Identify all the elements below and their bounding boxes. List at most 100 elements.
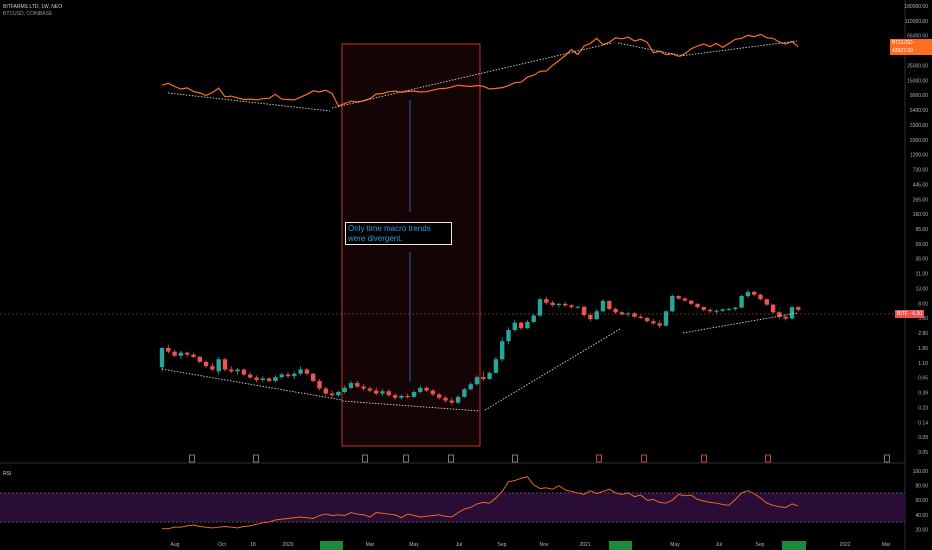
candle: [430, 389, 436, 396]
rsi-band: [0, 492, 905, 523]
candle-body: [544, 299, 549, 303]
candle: [210, 363, 215, 372]
candle-body: [487, 372, 492, 379]
bitf-price-tag: BITF · 6.30: [895, 310, 925, 318]
candle-body: [777, 312, 782, 317]
price-tick-label: 445.00: [913, 182, 929, 188]
price-axis[interactable]: 180000.00110000.0065000.0040000.0025000.…: [904, 4, 928, 533]
time-axis[interactable]: Aug Oct 18 2020 Mar May Jul Sep Nov 2021 Mar May Jul…: [171, 541, 891, 550]
price-tick-label: 0.23: [918, 405, 928, 411]
candle: [292, 371, 297, 379]
candle-body: [556, 303, 562, 306]
event-marker-layer: [189, 454, 890, 463]
candle: [506, 327, 511, 345]
price-tick-label: 0.08: [918, 435, 928, 441]
candle: [689, 299, 694, 306]
candle: [789, 305, 795, 320]
candle: [311, 372, 316, 383]
candle: [172, 349, 177, 357]
candle-body: [323, 388, 328, 394]
candle-body: [285, 374, 291, 377]
candle-body: [720, 309, 725, 311]
time-tick-label: 2021: [579, 542, 590, 548]
time-tick-label: Sep: [756, 542, 765, 548]
annotation-box[interactable]: Only time macro trends were divergent.: [345, 222, 452, 245]
candle: [254, 375, 259, 382]
candle: [518, 321, 524, 331]
candle: [191, 352, 196, 359]
candle-body: [518, 322, 524, 329]
btc-price-line: [161, 33, 799, 107]
candle-body: [689, 300, 694, 304]
candle: [241, 368, 247, 377]
price-tick-label: 58.00: [915, 242, 928, 248]
btc-line-layer: [161, 33, 799, 107]
rsi-title: RSI: [3, 471, 11, 477]
price-tick-label: 3300.00: [910, 123, 928, 129]
candle: [619, 311, 625, 316]
candle: [745, 289, 751, 298]
candle-body: [449, 400, 454, 403]
candle-body: [600, 300, 606, 312]
rsi-tick-label: 40.00: [915, 513, 928, 519]
candle: [500, 337, 505, 362]
highlight-layer: [341, 43, 481, 447]
rsi-line: [162, 476, 799, 530]
candle: [657, 320, 662, 329]
candle: [726, 307, 732, 311]
time-tick-label: 18: [250, 542, 256, 548]
candle: [651, 319, 656, 325]
candle-body: [462, 389, 467, 397]
price-tick-label: 0.39: [918, 391, 928, 397]
candle-body: [789, 307, 795, 319]
candle: [588, 313, 593, 322]
candle-body: [783, 316, 788, 319]
price-tick-label: 110000.00: [905, 19, 928, 25]
candle-body: [392, 395, 398, 398]
candle-body: [714, 310, 719, 312]
candle: [638, 314, 643, 320]
candle: [493, 356, 499, 374]
candle: [481, 371, 486, 381]
event-marker: [884, 454, 890, 463]
candle-body: [279, 374, 284, 378]
candle-body: [537, 299, 543, 316]
candle-body: [663, 311, 669, 326]
candle-body: [222, 359, 228, 370]
candle: [770, 303, 776, 314]
candle-body: [726, 308, 732, 310]
candle: [235, 367, 240, 376]
price-tick-label: 0.65: [918, 376, 928, 382]
candle-body: [386, 391, 391, 396]
candle-body: [695, 303, 700, 308]
candle-body: [682, 298, 688, 301]
price-tick-label: 1.80: [918, 346, 928, 352]
candle: [399, 394, 404, 400]
candle-body: [581, 306, 587, 315]
candle-body: [216, 359, 221, 372]
time-tick-label: Aug: [171, 542, 180, 548]
candle-body: [500, 341, 505, 360]
candle-body: [474, 377, 480, 385]
candle: [474, 375, 480, 386]
candle-body: [317, 380, 322, 389]
candle-body: [418, 387, 423, 393]
candle-body: [380, 391, 385, 394]
candle: [525, 319, 530, 330]
candle-body: [752, 291, 757, 295]
candle: [682, 297, 688, 302]
candle: [405, 393, 410, 399]
price-tick-label: 1200.00: [910, 153, 928, 159]
time-tick-label: Mar: [366, 542, 375, 548]
candle: [777, 311, 782, 319]
candle: [550, 300, 555, 307]
price-tick-label: 13.00: [915, 286, 928, 292]
event-marker: [448, 454, 454, 463]
candle: [304, 367, 310, 376]
candle: [374, 387, 379, 396]
time-tick-label: 2022: [839, 542, 850, 548]
time-tick-label: Nov: [540, 542, 549, 548]
candle: [752, 290, 757, 297]
candle-body: [588, 314, 593, 320]
